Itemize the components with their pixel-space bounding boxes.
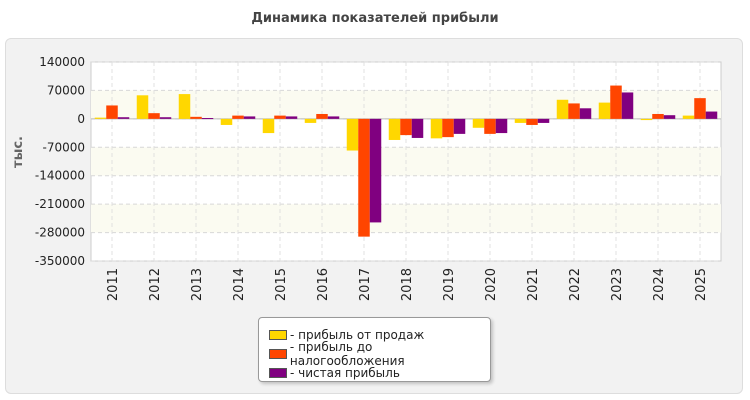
legend-swatch: [269, 329, 287, 340]
x-tick-label: 2021: [526, 268, 541, 301]
x-tick-label: 2023: [610, 268, 625, 301]
bar: [316, 113, 328, 119]
bar: [136, 95, 149, 119]
bar: [411, 118, 424, 138]
bar: [640, 118, 653, 121]
bar: [484, 118, 496, 134]
bar: [663, 115, 676, 119]
bar: [442, 118, 454, 138]
bar: [495, 118, 508, 134]
y-tick-label: -210000: [35, 197, 85, 211]
bar: [621, 92, 634, 119]
bar: [327, 116, 340, 119]
x-tick-label: 2011: [106, 268, 121, 301]
bar: [579, 108, 592, 119]
x-tick-label: 2024: [652, 268, 667, 301]
bar: [346, 118, 359, 151]
bar: [117, 117, 130, 119]
legend-swatch: [269, 348, 287, 359]
bar: [694, 98, 706, 119]
legend-label: - прибыль до налогообложения: [289, 339, 405, 368]
x-tick-label: 2015: [274, 268, 289, 301]
bar: [190, 116, 202, 119]
bar: [369, 118, 382, 223]
x-tick-label: 2025: [694, 268, 709, 301]
bar: [400, 118, 412, 136]
x-tick-label: 2018: [400, 268, 415, 301]
bar: [106, 105, 118, 119]
bars: [94, 85, 718, 237]
y-tick-label: -70000: [42, 140, 85, 154]
grid-lines: [91, 61, 721, 262]
bar: [274, 115, 286, 119]
legend-item: - прибыль до налогообложения: [259, 340, 490, 368]
y-tick-label: -350000: [35, 254, 85, 268]
y-tick-label: 70000: [47, 83, 85, 97]
bar: [201, 118, 214, 120]
x-tick-label: 2017: [358, 268, 373, 301]
x-tick-label: 2012: [148, 268, 163, 301]
legend: - прибыль от продаж - прибыль до налогоо…: [258, 317, 491, 382]
legend-item: - прибыль от продаж: [259, 325, 490, 344]
bar: [178, 94, 191, 119]
bar: [705, 111, 718, 119]
y-tick-label: -280000: [35, 226, 85, 240]
legend-item: - чистая прибыль: [259, 363, 490, 382]
bar: [556, 99, 569, 119]
bar: [610, 85, 622, 119]
bar: [388, 118, 401, 140]
bar: [220, 118, 233, 125]
bar: [537, 118, 550, 123]
x-tick-label: 2013: [190, 268, 205, 301]
bar: [472, 118, 485, 128]
y-tick-label: 140000: [39, 55, 85, 69]
bar: [262, 118, 275, 134]
x-tick-label: 2016: [316, 268, 331, 301]
bar: [682, 115, 695, 119]
x-tick-label: 2019: [442, 268, 457, 301]
bar: [285, 116, 298, 119]
legend-swatch: [269, 367, 287, 378]
bar: [94, 117, 107, 119]
x-tick-label: 2020: [484, 268, 499, 301]
bar: [652, 113, 664, 119]
bar: [159, 117, 172, 119]
bar: [358, 118, 370, 237]
bar: [430, 118, 443, 139]
y-axis-ticks: 140000 70000 0 -70000 -140000 -210000 -280000 -…: [35, 55, 85, 268]
bar: [598, 102, 611, 119]
bar: [514, 118, 527, 123]
bar: [526, 118, 538, 125]
bar: [232, 115, 244, 119]
y-tick-label: 0: [77, 112, 85, 126]
bar: [148, 113, 160, 119]
x-axis-ticks: 2011 2012 2013 2014 2015 2016 2017 2018 2019 2020…: [106, 268, 709, 301]
y-axis-label: тыс.: [11, 136, 26, 168]
x-tick-label: 2022: [568, 268, 583, 301]
bar: [453, 118, 466, 134]
y-tick-label: -140000: [35, 169, 85, 183]
x-tick-label: 2014: [232, 268, 247, 301]
legend-label: - чистая прибыль: [290, 365, 400, 380]
bar: [568, 103, 580, 119]
bar: [243, 116, 256, 119]
legend-label: - прибыль от продаж: [290, 327, 425, 342]
chart-title: Динамика показателей прибыли: [251, 11, 499, 26]
bar: [304, 118, 317, 123]
